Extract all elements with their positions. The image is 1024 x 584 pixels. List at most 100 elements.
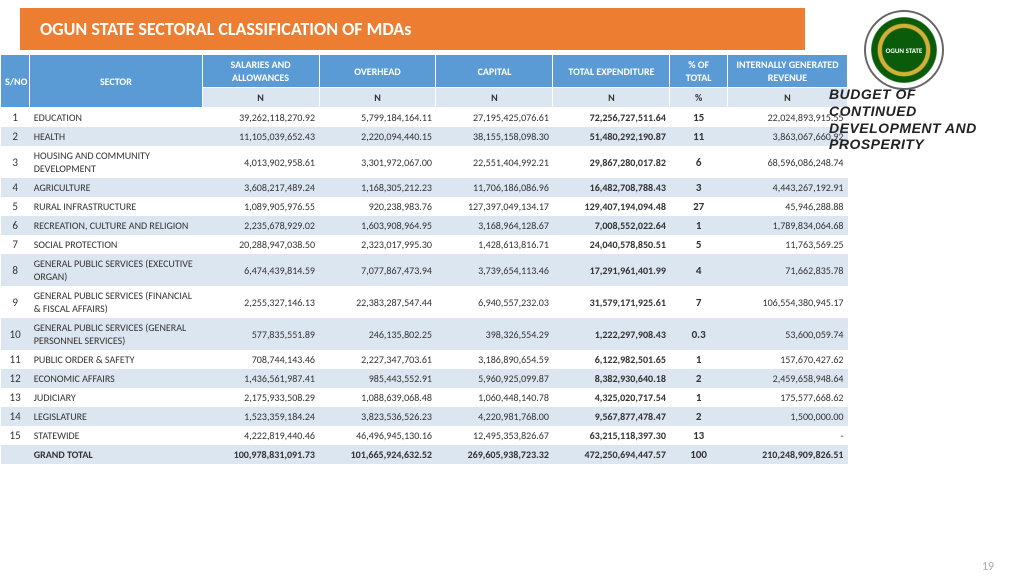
cell-gt-pct: 100	[670, 445, 727, 464]
cell-cap: 38,155,158,098.30	[436, 127, 553, 146]
col-capital: CAPITAL	[436, 55, 553, 88]
cell-pct: 5	[670, 235, 727, 254]
cell-sector: GENERAL PUBLIC SERVICES (GENERAL PERSONN…	[30, 318, 202, 350]
cell-sno: 8	[1, 254, 30, 286]
cell-sector: STATEWIDE	[30, 426, 202, 445]
unit-cap: N	[436, 88, 553, 108]
cell-igr: 4,443,267,192.91	[727, 178, 847, 197]
cell-sal: 4,013,902,958.61	[202, 146, 319, 178]
cell-sal: 39,262,118,270.92	[202, 108, 319, 128]
cell-sno: 6	[1, 216, 30, 235]
col-igr: INTERNALLY GENERATED REVENUE	[727, 55, 847, 88]
col-overhead: OVERHEAD	[319, 55, 436, 88]
cell-sno: 11	[1, 350, 30, 369]
cell-cap: 5,960,925,099.87	[436, 369, 553, 388]
cell-sno: 1	[1, 108, 30, 128]
cell-sal: 1,523,359,184.24	[202, 407, 319, 426]
cell-igr: 1,789,834,064.68	[727, 216, 847, 235]
cell-sector: JUDICIARY	[30, 388, 202, 407]
cell-ovh: 46,496,945,130.16	[319, 426, 436, 445]
col-salaries: SALARIES AND ALLOWANCES	[202, 55, 319, 88]
cell-igr: 157,670,427.62	[727, 350, 847, 369]
cell-cap: 6,940,557,232.03	[436, 286, 553, 318]
cell-tot: 129,407,194,094.48	[553, 197, 670, 216]
cell-tot: 63,215,118,397.30	[553, 426, 670, 445]
cell-sal: 1,089,905,976.55	[202, 197, 319, 216]
cell-ovh: 3,301,972,067.00	[319, 146, 436, 178]
table-row: 5RURAL INFRASTRUCTURE1,089,905,976.55920…	[1, 197, 848, 216]
table-row: 2HEALTH11,105,039,652.432,220,094,440.15…	[1, 127, 848, 146]
cell-ovh: 2,220,094,440.15	[319, 127, 436, 146]
cell-tot: 24,040,578,850.51	[553, 235, 670, 254]
cell-sal: 708,744,143.46	[202, 350, 319, 369]
cell-tot: 9,567,877,478.47	[553, 407, 670, 426]
cell-sector: RURAL INFRASTRUCTURE	[30, 197, 202, 216]
cell-ovh: 22,383,287,547.44	[319, 286, 436, 318]
cell-sector: EDUCATION	[30, 108, 202, 128]
cell-sal: 3,608,217,489.24	[202, 178, 319, 197]
cell-sno: 15	[1, 426, 30, 445]
cell-tot: 29,867,280,017.82	[553, 146, 670, 178]
cell-ovh: 5,799,184,164.11	[319, 108, 436, 128]
col-sector: SECTOR	[30, 55, 202, 108]
table-row: 12ECONOMIC AFFAIRS1,436,561,987.41985,44…	[1, 369, 848, 388]
cell-ovh: 985,443,552.91	[319, 369, 436, 388]
cell-sector: PUBLIC ORDER & SAFETY	[30, 350, 202, 369]
cell-sal: 2,255,327,146.13	[202, 286, 319, 318]
unit-tot: N	[553, 88, 670, 108]
budget-tagline: BUDGET OF CONTINUED DEVELOPMENT AND PROS…	[829, 86, 994, 153]
cell-cap: 1,428,613,816.71	[436, 235, 553, 254]
cell-ovh: 3,823,536,526.23	[319, 407, 436, 426]
cell-pct: 4	[670, 254, 727, 286]
cell-gt-sal: 100,978,831,091.73	[202, 445, 319, 464]
table-row: 9GENERAL PUBLIC SERVICES (FINANCIAL & FI…	[1, 286, 848, 318]
table-row: 7SOCIAL PROTECTION20,288,947,038.502,323…	[1, 235, 848, 254]
cell-cap: 11,706,186,086.96	[436, 178, 553, 197]
cell-ovh: 1,088,639,068.48	[319, 388, 436, 407]
cell-sector: AGRICULTURE	[30, 178, 202, 197]
table-row: 4AGRICULTURE3,608,217,489.241,168,305,21…	[1, 178, 848, 197]
cell-pct: 6	[670, 146, 727, 178]
cell-sno: 7	[1, 235, 30, 254]
cell-tot: 72,256,727,511.64	[553, 108, 670, 128]
page-number: 19	[982, 560, 994, 574]
table-row: 3HOUSING AND COMMUNITY DEVELOPMENT4,013,…	[1, 146, 848, 178]
cell-igr: 53,600,059.74	[727, 318, 847, 350]
cell-sector: ECONOMIC AFFAIRS	[30, 369, 202, 388]
cell-igr: 175,577,668.62	[727, 388, 847, 407]
sectoral-table: S/NO SECTOR SALARIES AND ALLOWANCES OVER…	[0, 54, 848, 464]
cell-gt-ovh: 101,665,924,632.52	[319, 445, 436, 464]
table-row: 15STATEWIDE4,222,819,440.4646,496,945,13…	[1, 426, 848, 445]
cell-sector: HOUSING AND COMMUNITY DEVELOPMENT	[30, 146, 202, 178]
cell-cap: 1,060,448,140.78	[436, 388, 553, 407]
cell-sal: 4,222,819,440.46	[202, 426, 319, 445]
cell-cap: 127,397,049,134.17	[436, 197, 553, 216]
cell-igr: 2,459,658,948.64	[727, 369, 847, 388]
page-title: OGUN STATE SECTORAL CLASSIFICATION OF MD…	[20, 8, 805, 50]
cell-sno: 2	[1, 127, 30, 146]
cell-ovh: 2,227,347,703.61	[319, 350, 436, 369]
cell-sal: 577,835,551.89	[202, 318, 319, 350]
cell-igr: 45,946,288.88	[727, 197, 847, 216]
col-pct: % OF TOTAL	[670, 55, 727, 88]
cell-sector: LEGISLATURE	[30, 407, 202, 426]
cell-pct: 11	[670, 127, 727, 146]
cell-sno: 12	[1, 369, 30, 388]
cell-gt-cap: 269,605,938,723.32	[436, 445, 553, 464]
cell-sal: 1,436,561,987.41	[202, 369, 319, 388]
cell-sector: SOCIAL PROTECTION	[30, 235, 202, 254]
cell-gt-igr: 210,248,909,826.51	[727, 445, 847, 464]
cell-igr: 106,554,380,945.17	[727, 286, 847, 318]
cell-cap: 12,495,353,826.67	[436, 426, 553, 445]
cell-sal: 6,474,439,814.59	[202, 254, 319, 286]
cell-sector: RECREATION, CULTURE AND RELIGION	[30, 216, 202, 235]
unit-sal: N	[202, 88, 319, 108]
table-row: 10GENERAL PUBLIC SERVICES (GENERAL PERSO…	[1, 318, 848, 350]
cell-pct: 1	[670, 350, 727, 369]
state-seal-logo: OGUN STATE	[864, 10, 944, 90]
cell-sno: 5	[1, 197, 30, 216]
cell-pct: 27	[670, 197, 727, 216]
cell-sal: 20,288,947,038.50	[202, 235, 319, 254]
cell-tot: 7,008,552,022.64	[553, 216, 670, 235]
cell-pct: 3	[670, 178, 727, 197]
